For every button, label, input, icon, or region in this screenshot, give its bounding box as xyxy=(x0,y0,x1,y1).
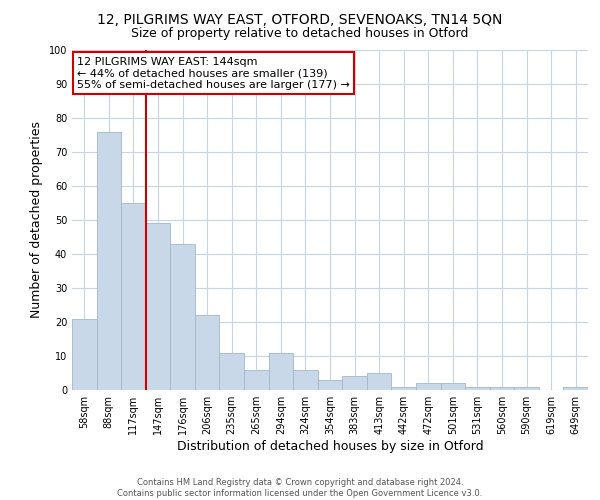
Bar xyxy=(367,373,391,390)
Bar xyxy=(146,224,170,390)
Bar xyxy=(220,352,244,390)
Text: Contains HM Land Registry data © Crown copyright and database right 2024.
Contai: Contains HM Land Registry data © Crown c… xyxy=(118,478,482,498)
Y-axis label: Number of detached properties: Number of detached properties xyxy=(30,122,43,318)
Text: Size of property relative to detached houses in Otford: Size of property relative to detached ho… xyxy=(131,28,469,40)
Bar xyxy=(391,386,416,390)
Bar xyxy=(293,370,318,390)
Bar xyxy=(514,386,539,390)
Text: 12, PILGRIMS WAY EAST, OTFORD, SEVENOAKS, TN14 5QN: 12, PILGRIMS WAY EAST, OTFORD, SEVENOAKS… xyxy=(97,12,503,26)
Bar xyxy=(72,318,97,390)
Bar xyxy=(490,386,514,390)
Bar xyxy=(195,315,220,390)
Bar xyxy=(97,132,121,390)
X-axis label: Distribution of detached houses by size in Otford: Distribution of detached houses by size … xyxy=(176,440,484,453)
Bar xyxy=(416,383,440,390)
Bar xyxy=(269,352,293,390)
Bar xyxy=(465,386,490,390)
Text: 12 PILGRIMS WAY EAST: 144sqm
← 44% of detached houses are smaller (139)
55% of s: 12 PILGRIMS WAY EAST: 144sqm ← 44% of de… xyxy=(77,57,350,90)
Bar xyxy=(244,370,269,390)
Bar xyxy=(170,244,195,390)
Bar xyxy=(342,376,367,390)
Bar xyxy=(440,383,465,390)
Bar xyxy=(121,203,146,390)
Bar xyxy=(563,386,588,390)
Bar xyxy=(318,380,342,390)
